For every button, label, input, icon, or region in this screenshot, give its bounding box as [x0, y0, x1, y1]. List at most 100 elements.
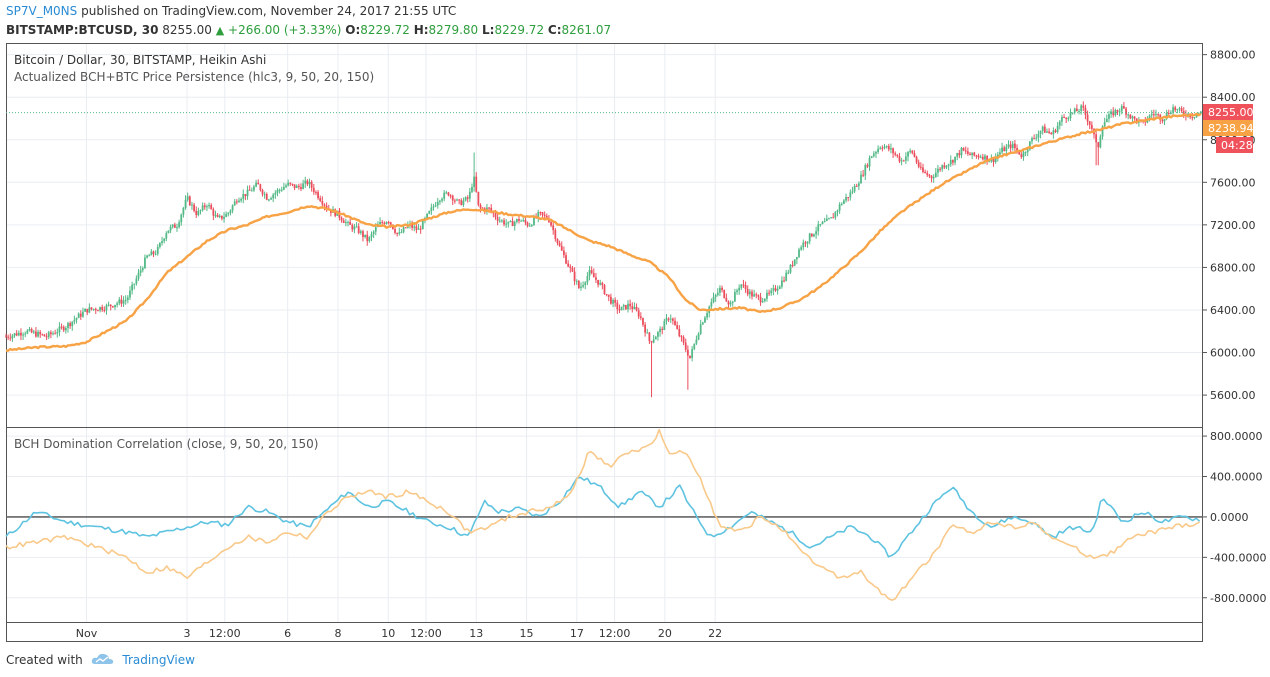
candle-body — [776, 288, 779, 291]
candle-body — [562, 250, 565, 256]
price-badge-bg — [1203, 104, 1253, 120]
candle-body — [54, 333, 57, 335]
candle-body — [231, 205, 234, 211]
candle-body — [436, 201, 439, 206]
lower-pane-title[interactable]: BCH Domination Correlation (close, 9, 50… — [14, 437, 318, 451]
candle-body — [39, 331, 42, 335]
corr-tick-label: -800.0000 — [1210, 592, 1266, 605]
candle-body — [67, 323, 69, 329]
candle-body — [917, 162, 920, 167]
candle-body — [569, 266, 572, 269]
candle-body — [883, 146, 886, 149]
candle-body — [1129, 114, 1132, 119]
candle-body — [381, 222, 384, 224]
candle-body — [973, 152, 976, 156]
candle-body — [691, 348, 694, 358]
candle-body — [853, 185, 856, 192]
low-value: 8229.72 — [494, 23, 545, 37]
candle-body — [644, 324, 647, 333]
candle-body — [738, 287, 741, 291]
candle-body — [672, 318, 674, 321]
candle-body — [229, 210, 232, 213]
candle-body — [849, 192, 852, 198]
candle-body — [851, 191, 854, 193]
candle-body — [1020, 154, 1023, 158]
candle-body — [684, 342, 687, 350]
candle-body — [498, 220, 501, 222]
candle-body — [520, 220, 523, 222]
candle-body — [99, 307, 101, 311]
candle-body — [941, 165, 944, 170]
candle-body — [203, 205, 206, 208]
tradingview-link[interactable]: TradingView — [122, 653, 195, 667]
candle-body — [453, 200, 456, 202]
last-price: 8255.00 — [162, 23, 212, 37]
candle-body — [182, 207, 185, 215]
candle-body — [1180, 108, 1183, 112]
candle-body — [798, 249, 800, 258]
candle-body — [257, 182, 260, 185]
candle-body — [887, 146, 890, 150]
price-axis[interactable]: 5600.00 6000.00 6400.00 6800.00 7200.00 7600.… — [1203, 49, 1256, 402]
candle-body — [541, 212, 544, 215]
candle-body — [511, 221, 514, 227]
candle-body — [90, 307, 93, 310]
candle-body — [394, 228, 396, 233]
candle-body — [669, 318, 672, 320]
candle-body — [364, 234, 366, 237]
candle-body — [73, 319, 76, 322]
candle-body — [860, 174, 862, 184]
candle-body — [1039, 130, 1042, 134]
candle-body — [763, 298, 766, 302]
candle-body — [1090, 124, 1093, 129]
candle-body — [674, 320, 676, 326]
candle-body — [101, 307, 104, 310]
candle-body — [879, 147, 882, 149]
candle-body — [885, 146, 888, 148]
candle-body — [543, 214, 546, 217]
candle-body — [58, 326, 61, 333]
candle-body — [340, 217, 343, 221]
candle-body — [22, 334, 24, 336]
candle-body — [659, 328, 661, 333]
candle-body — [714, 294, 717, 298]
correlation-line-blue — [5, 476, 1201, 558]
candle-body — [152, 251, 155, 254]
indicator-legend[interactable]: Actualized BCH+BTC Price Persistence (hl… — [14, 70, 374, 84]
candle-body — [1065, 117, 1068, 119]
candle-body — [665, 318, 668, 321]
tradingview-cloud-icon — [91, 653, 113, 664]
time-tick-label: 20 — [658, 627, 672, 640]
candle-body — [225, 214, 228, 217]
candle-body — [359, 231, 362, 233]
high-label: H: — [413, 23, 429, 37]
candle-body — [173, 224, 176, 228]
candle-body — [560, 245, 563, 251]
candle-body — [817, 224, 820, 232]
candle-body — [163, 238, 166, 242]
candle-body — [1123, 106, 1125, 109]
candle-body — [1155, 114, 1157, 116]
candle-body — [554, 230, 557, 239]
candle-body — [813, 234, 815, 237]
candle-body — [592, 273, 595, 278]
candle-body — [964, 150, 967, 152]
candle-body — [1148, 115, 1151, 120]
candle-body — [642, 317, 644, 325]
candle-body — [580, 286, 582, 288]
candle-body — [958, 153, 961, 156]
candle-body — [639, 316, 642, 318]
time-axis[interactable]: Nov 3 12:00 6 8 10 12:00 13 15 17 12:00 20 22 — [76, 627, 722, 640]
candle-body — [1161, 120, 1164, 122]
candle-body — [729, 302, 732, 305]
candle-body — [949, 160, 952, 165]
candle-body — [704, 317, 706, 323]
candle-body — [473, 176, 476, 187]
candle-body — [64, 328, 67, 331]
candle-body — [650, 341, 653, 343]
candle-body — [325, 205, 328, 209]
correlation-axis[interactable]: 800.0000 400.0000 0.0000 -400.0000 -800.0000 — [1203, 430, 1266, 605]
candle-body — [124, 299, 127, 301]
author-link[interactable]: SP7V_M0NS — [6, 4, 78, 18]
